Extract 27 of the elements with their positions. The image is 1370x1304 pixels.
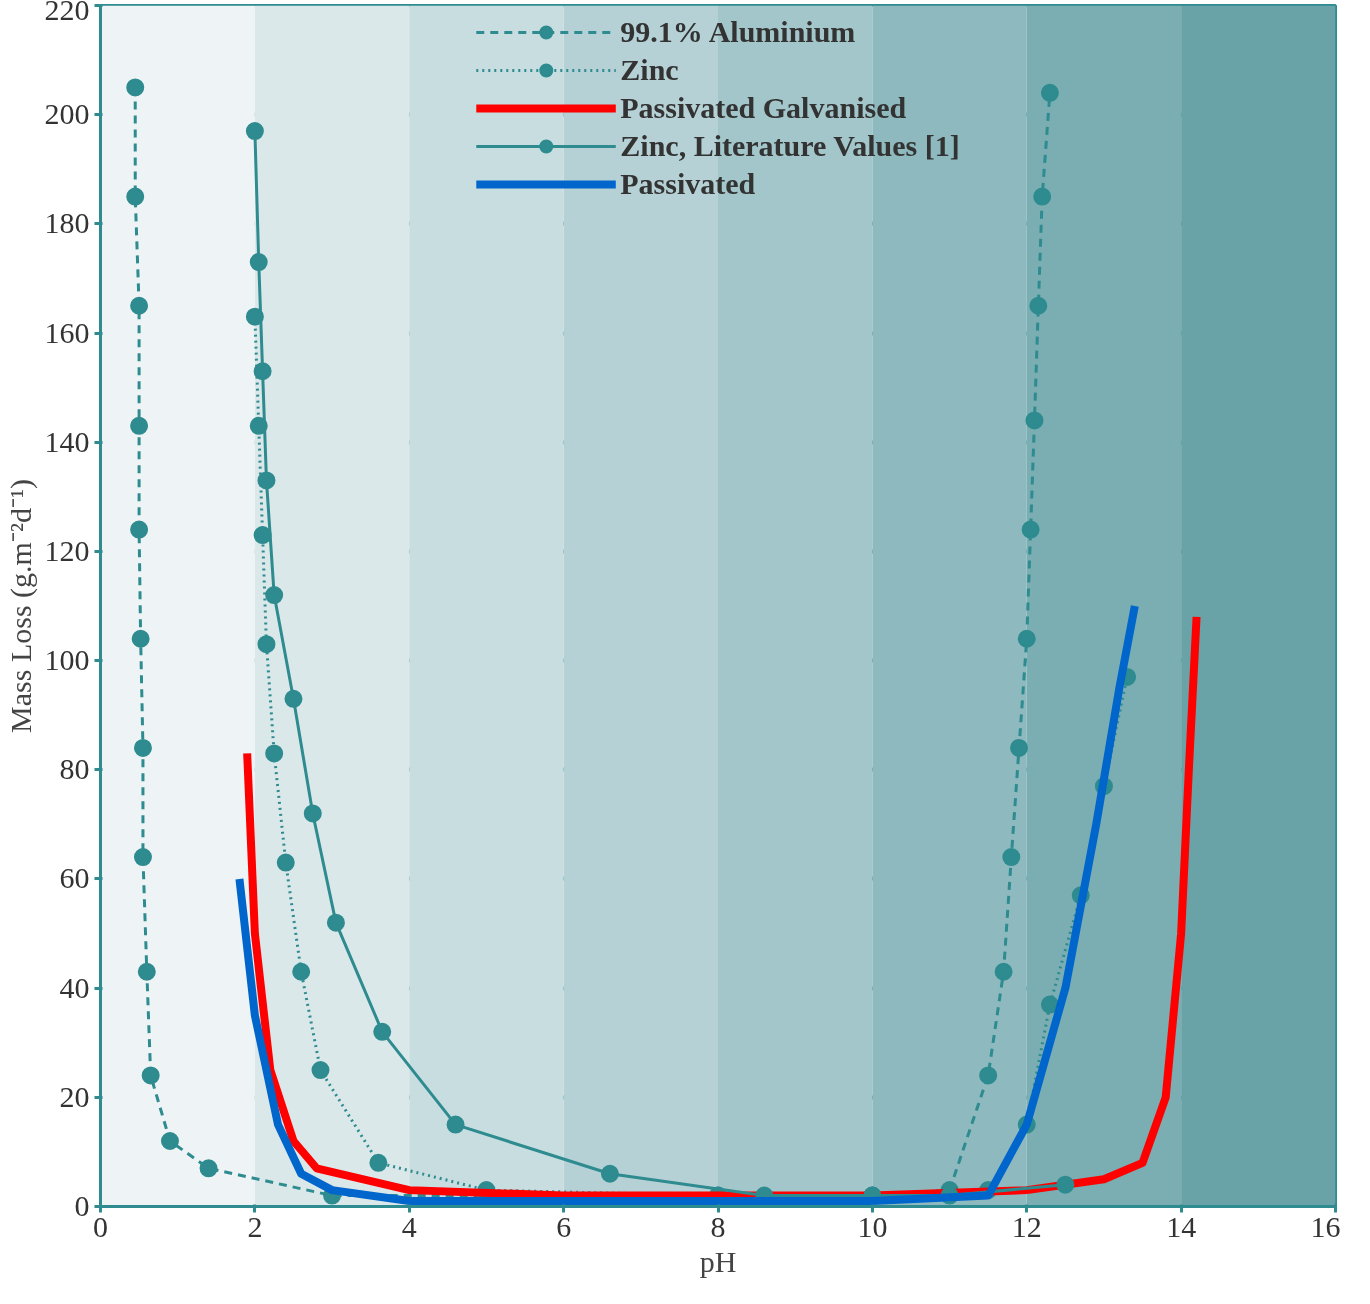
x-tick-label: 6 — [556, 1209, 572, 1243]
legend-label: 99.1% Aluminium — [620, 15, 856, 49]
x-tick-label: 12 — [1011, 1209, 1042, 1243]
y-tick-label: 0 — [74, 1189, 90, 1222]
y-tick-label: 60 — [59, 861, 90, 895]
y-tick-label: 200 — [44, 97, 90, 131]
y-axis-title: Mass Loss (g.m⁻²d⁻¹) — [3, 479, 38, 733]
y-tick-label: 180 — [44, 206, 90, 240]
y-tick-label: 140 — [44, 424, 90, 458]
x-tick-label: 8 — [710, 1209, 726, 1243]
y-tick-label: 120 — [44, 533, 90, 567]
x-tick-label: 14 — [1166, 1209, 1197, 1243]
y-tick-label: 80 — [59, 752, 90, 786]
x-tick-label: 4 — [401, 1209, 417, 1243]
y-tick-label: 20 — [59, 1079, 90, 1113]
y-tick-label: 100 — [44, 643, 90, 677]
x-tick-label: 16 — [1310, 1209, 1341, 1243]
legend-label: Passivated — [620, 167, 756, 201]
y-tick-label: 220 — [44, 0, 90, 26]
y-tick-label: 40 — [59, 970, 90, 1004]
legend-label: Passivated Galvanised — [620, 91, 907, 125]
x-tick-label: 10 — [857, 1209, 888, 1243]
x-axis-title: pH — [699, 1244, 737, 1278]
y-tick-label: 160 — [44, 315, 90, 349]
x-tick-label: 2 — [247, 1209, 263, 1243]
legend-label: Zinc — [620, 53, 679, 87]
legend-label: Zinc, Literature Values [1] — [620, 129, 960, 163]
